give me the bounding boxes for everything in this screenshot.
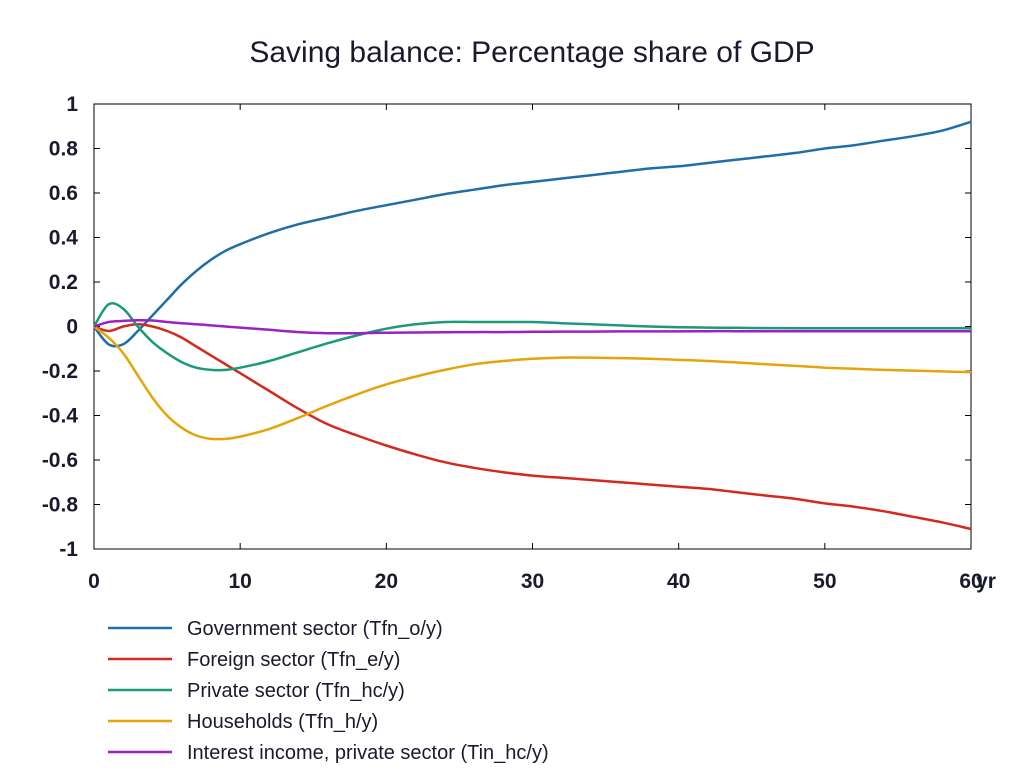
series-line-2 bbox=[92, 301, 971, 372]
chart-title: Saving balance: Percentage share of GDP bbox=[249, 36, 814, 69]
y-tick-label: -0.6 bbox=[42, 449, 78, 472]
x-tick-label: 0 bbox=[88, 570, 100, 593]
y-tick-label: 0.4 bbox=[49, 227, 79, 250]
x-tick-label: 20 bbox=[375, 570, 398, 593]
y-tick-label: 1 bbox=[66, 93, 78, 116]
legend-label-4: Interest income, private sector (Tin_hc/… bbox=[187, 742, 549, 764]
x-tick-label: 50 bbox=[813, 570, 836, 593]
y-tick-label: 0.2 bbox=[49, 271, 78, 294]
x-tick-label: 40 bbox=[667, 570, 690, 593]
x-tick-label: 10 bbox=[228, 570, 251, 593]
x-axis: 0 10 20 30 40 50 60 bbox=[88, 104, 983, 593]
series-line-0 bbox=[93, 120, 972, 348]
series-lines bbox=[92, 120, 972, 531]
x-tick-label: 60 bbox=[959, 570, 982, 593]
y-tick-label: -0.4 bbox=[42, 405, 79, 428]
y-tick-label: 0 bbox=[66, 316, 78, 339]
y-tick-label: -1 bbox=[59, 538, 78, 561]
series-line-1 bbox=[93, 323, 972, 531]
x-tick-label: 30 bbox=[521, 570, 544, 593]
y-tick-label: -0.8 bbox=[42, 494, 79, 517]
legend-label-1: Foreign sector (Tfn_e/y) bbox=[187, 649, 400, 671]
legend: Government sector (Tfn_o/y) Foreign secto… bbox=[108, 618, 549, 764]
legend-label-2: Private sector (Tfn_hc/y) bbox=[187, 680, 405, 702]
series-line-3 bbox=[93, 325, 972, 441]
y-tick-label: -0.2 bbox=[42, 360, 78, 383]
series-line-4 bbox=[93, 318, 971, 335]
y-tick-label: 0.8 bbox=[49, 138, 79, 161]
y-tick-label: 0.6 bbox=[49, 182, 78, 205]
x-unit-label: yr bbox=[976, 570, 996, 593]
y-axis: 1 0.8 0.6 0.4 0.2 0 -0.2 -0.4 -0.6 -0.8 -1 bbox=[42, 93, 971, 561]
legend-label-3: Households (Tfn_h/y) bbox=[187, 711, 378, 733]
legend-label-0: Government sector (Tfn_o/y) bbox=[187, 618, 443, 640]
